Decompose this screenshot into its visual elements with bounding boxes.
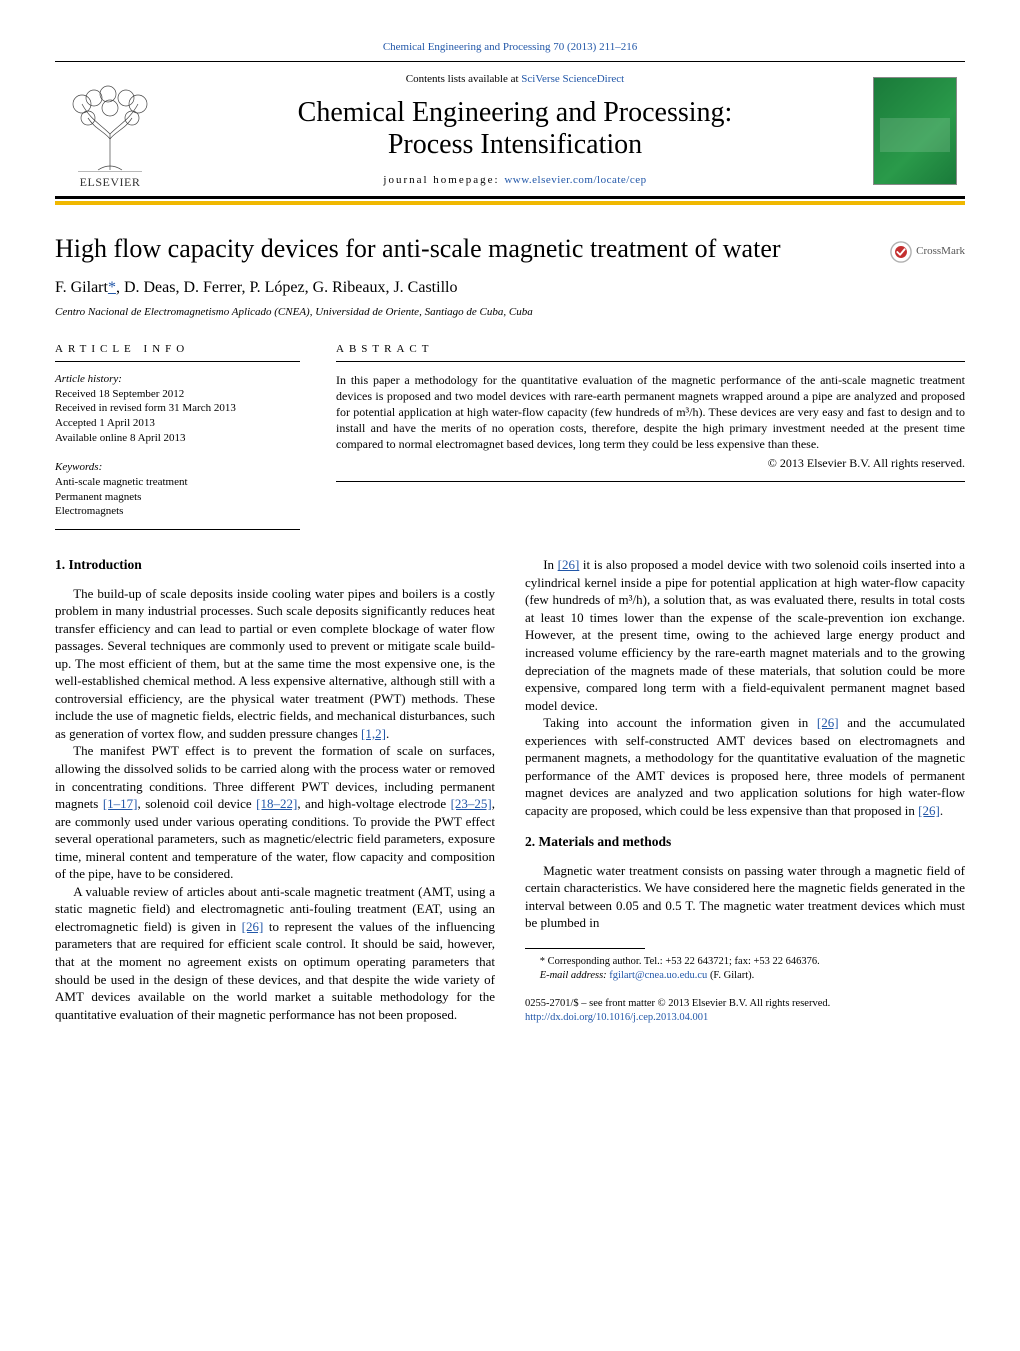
email-link[interactable]: fgilart@cnea.uo.edu.cu	[609, 970, 707, 981]
corr-star: *	[540, 956, 548, 967]
history-head: Article history:	[55, 372, 300, 387]
heading-introduction: 1. Introduction	[55, 556, 495, 574]
journal-title: Chemical Engineering and Processing: Pro…	[183, 97, 847, 161]
email-label: E-mail address:	[525, 970, 609, 981]
publisher-block: ELSEVIER	[55, 72, 165, 196]
history-online: Available online 8 April 2013	[55, 431, 300, 446]
masthead-center: Contents lists available at SciVerse Sci…	[183, 72, 847, 196]
journal-title-line2: Process Intensification	[388, 129, 642, 160]
corresponding-footnote: * Corresponding author. Tel.: +53 22 643…	[525, 955, 965, 983]
homepage-link[interactable]: www.elsevier.com/locate/cep	[504, 174, 646, 186]
author-1: F. Gilart	[55, 279, 108, 296]
doi-link[interactable]: http://dx.doi.org/10.1016/j.cep.2013.04.…	[525, 1012, 708, 1023]
journal-title-line1: Chemical Engineering and Processing:	[298, 97, 733, 128]
corr-text: Corresponding author. Tel.: +53 22 64372…	[548, 956, 820, 967]
para-6: Magnetic water treatment consists on pas…	[525, 862, 965, 932]
keyword-2: Permanent magnets	[55, 490, 300, 505]
cite-18-22[interactable]: [18–22]	[256, 796, 297, 811]
keyword-1: Anti-scale magnetic treatment	[55, 475, 300, 490]
masthead: ELSEVIER Contents lists available at Sci…	[55, 61, 965, 199]
crossmark-icon	[890, 241, 912, 263]
keyword-3: Electromagnets	[55, 504, 300, 519]
article-title: High flow capacity devices for anti-scal…	[55, 233, 878, 266]
cover-thumb-wrap	[865, 72, 965, 196]
history-received: Received 18 September 2012	[55, 387, 300, 402]
masthead-underline	[55, 201, 965, 205]
affiliation: Centro Nacional de Electromagnetismo Apl…	[55, 305, 965, 320]
article-body: 1. Introduction The build-up of scale de…	[55, 556, 965, 1025]
crossmark-badge[interactable]: CrossMark	[890, 233, 965, 263]
meta-footer: 0255-2701/$ – see front matter © 2013 El…	[525, 997, 965, 1025]
para-3: A valuable review of articles about anti…	[55, 883, 495, 1023]
homepage-line: journal homepage: www.elsevier.com/locat…	[183, 173, 847, 188]
journal-cover-icon	[873, 77, 957, 185]
abstract-copyright: © 2013 Elsevier B.V. All rights reserved…	[336, 455, 965, 471]
cite-26-b[interactable]: [26]	[558, 557, 580, 572]
para-1: The build-up of scale deposits inside co…	[55, 585, 495, 743]
crossmark-label: CrossMark	[916, 244, 965, 259]
footnote-separator	[525, 948, 645, 949]
sciencedirect-link[interactable]: SciVerse ScienceDirect	[521, 73, 624, 85]
cite-26-c[interactable]: [26]	[817, 715, 839, 730]
article-history: Article history: Received 18 September 2…	[55, 372, 300, 446]
issue-citation-link[interactable]: Chemical Engineering and Processing 70 (…	[383, 41, 637, 53]
abstract-heading: abstract	[336, 342, 965, 362]
para-4: In [26] it is also proposed a model devi…	[525, 556, 965, 714]
corresponding-marker[interactable]: *	[108, 279, 116, 296]
keywords-head: Keywords:	[55, 460, 300, 475]
heading-methods: 2. Materials and methods	[525, 833, 965, 851]
issue-citation: Chemical Engineering and Processing 70 (…	[55, 40, 965, 55]
cite-1-17[interactable]: [1–17]	[103, 796, 138, 811]
publisher-name: ELSEVIER	[80, 174, 141, 190]
abstract-body: In this paper a methodology for the quan…	[336, 373, 965, 452]
cite-23-25[interactable]: [23–25]	[451, 796, 492, 811]
abstract-text: In this paper a methodology for the quan…	[336, 372, 965, 482]
authors-rest: , D. Deas, D. Ferrer, P. López, G. Ribea…	[116, 279, 458, 296]
elsevier-tree-icon	[60, 84, 160, 172]
para-2: The manifest PWT effect is to prevent th…	[55, 742, 495, 882]
homepage-label: journal homepage:	[383, 174, 504, 186]
authors: F. Gilart*, D. Deas, D. Ferrer, P. López…	[55, 277, 965, 299]
front-matter-line: 0255-2701/$ – see front matter © 2013 El…	[525, 997, 965, 1011]
cite-1-2[interactable]: [1,2]	[361, 726, 386, 741]
para-5: Taking into account the information give…	[525, 714, 965, 819]
keywords-block: Keywords: Anti-scale magnetic treatment …	[55, 460, 300, 530]
contents-line: Contents lists available at SciVerse Sci…	[183, 72, 847, 87]
contents-prefix: Contents lists available at	[406, 73, 521, 85]
history-revised: Received in revised form 31 March 2013	[55, 401, 300, 416]
cite-26-d[interactable]: [26]	[918, 803, 940, 818]
history-accepted: Accepted 1 April 2013	[55, 416, 300, 431]
article-info-heading: article info	[55, 342, 300, 362]
cite-26-a[interactable]: [26]	[242, 919, 264, 934]
email-tail: (F. Gilart).	[707, 970, 754, 981]
